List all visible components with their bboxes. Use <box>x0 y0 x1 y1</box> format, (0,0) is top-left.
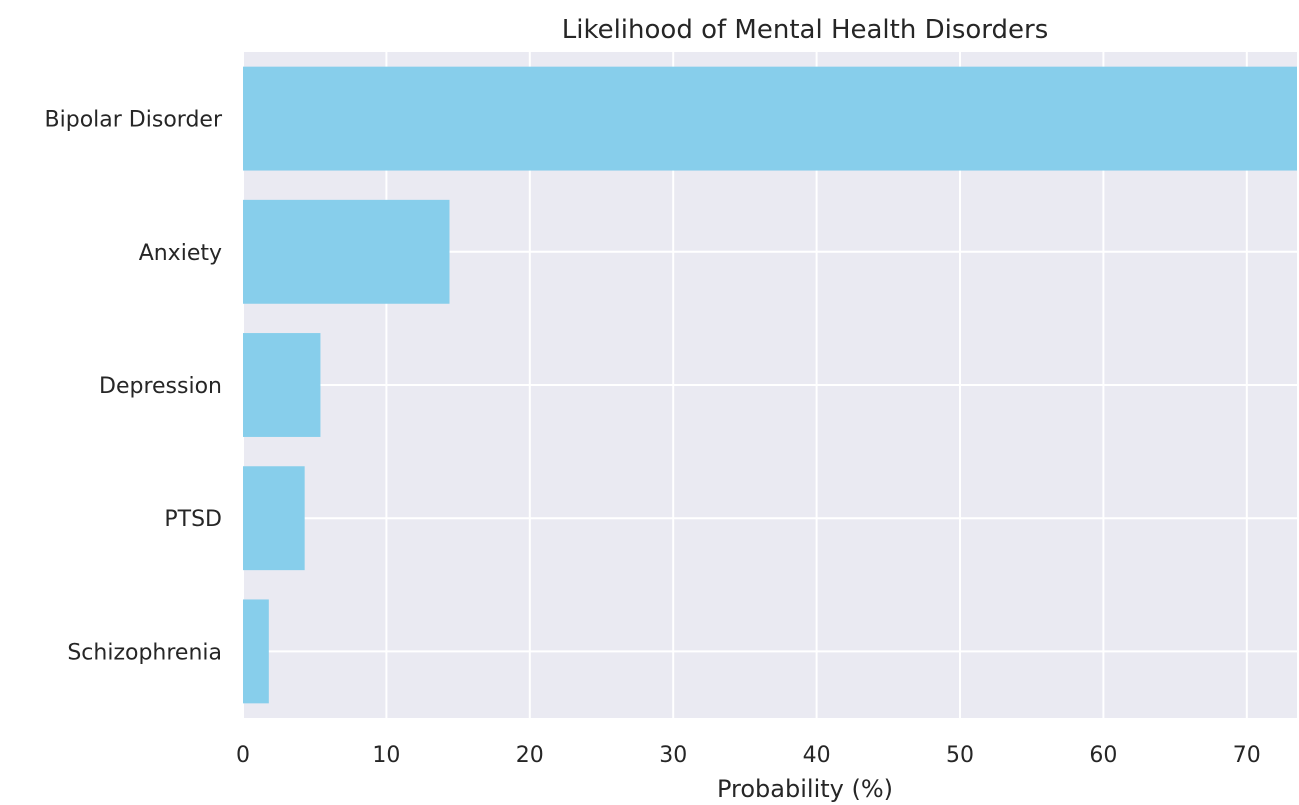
x-tick-label: 30 <box>659 743 687 768</box>
y-tick-label: Depression <box>99 374 222 399</box>
bar <box>243 599 269 704</box>
y-tick-labels: Bipolar Disorder Anxiety Depression PTSD Sch… <box>45 108 223 666</box>
x-tick-label: 50 <box>946 743 974 768</box>
x-axis-label: Probability (%) <box>717 775 893 803</box>
x-tick-label: 70 <box>1233 743 1261 768</box>
x-tick-labels: 0 10 20 30 40 50 60 70 <box>236 743 1261 768</box>
y-tick-label: Anxiety <box>139 241 222 266</box>
bar <box>243 66 1297 171</box>
bars <box>243 66 1297 704</box>
x-tick-label: 60 <box>1089 743 1117 768</box>
y-tick-label: Schizophrenia <box>67 640 222 665</box>
y-tick-label: PTSD <box>164 507 222 532</box>
chart-title: Likelihood of Mental Health Disorders <box>562 15 1049 45</box>
bar <box>243 333 321 437</box>
x-tick-label: 0 <box>236 743 250 768</box>
bar <box>243 466 305 571</box>
bar <box>243 199 450 304</box>
x-tick-label: 40 <box>803 743 831 768</box>
x-tick-label: 10 <box>372 743 400 768</box>
y-tick-label: Bipolar Disorder <box>45 108 223 133</box>
x-tick-label: 20 <box>516 743 544 768</box>
